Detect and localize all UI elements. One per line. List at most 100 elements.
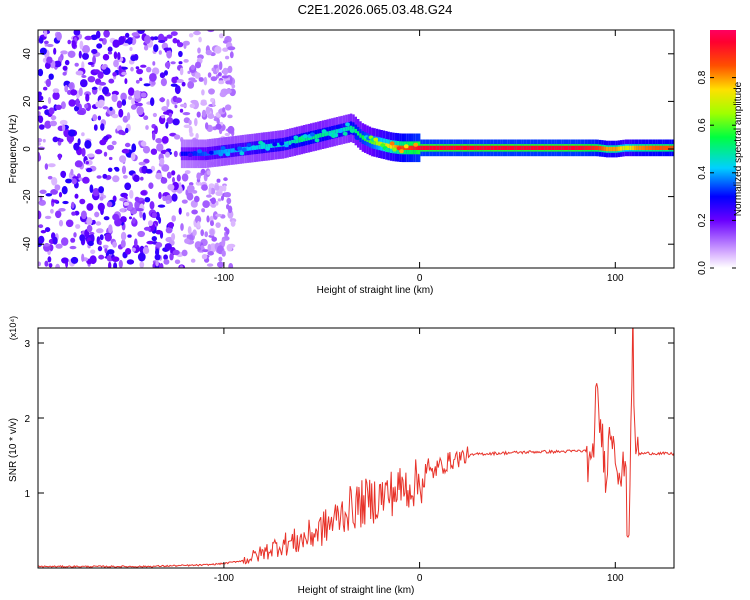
noise-speck	[81, 75, 87, 78]
noise-speck	[38, 261, 42, 267]
noise-speck	[207, 251, 214, 256]
noise-speck	[165, 122, 169, 129]
ridge-blob	[389, 141, 395, 146]
noise-speck	[201, 208, 206, 213]
noise-speck	[53, 60, 62, 68]
ridge-core	[347, 126, 350, 131]
ridge-core	[333, 129, 336, 134]
ridge-core	[183, 151, 186, 156]
ridge-blob	[403, 144, 409, 149]
noise-speck	[64, 84, 69, 93]
noise-speck	[58, 191, 63, 198]
ridge-core	[561, 145, 564, 150]
noise-speck	[207, 113, 215, 119]
noise-speck	[176, 174, 181, 182]
noise-speck	[102, 244, 109, 249]
ridge-core	[411, 145, 414, 150]
ridge-core	[596, 145, 599, 151]
ridge-core	[488, 145, 491, 150]
noise-speck	[133, 174, 140, 182]
noise-speck	[106, 175, 112, 180]
noise-speck	[178, 50, 183, 58]
noise-speck	[51, 199, 59, 203]
noise-speck	[80, 79, 88, 88]
noise-speck	[201, 184, 208, 191]
noise-speck	[93, 124, 98, 131]
noise-speck	[47, 97, 52, 104]
ridge-blob	[279, 141, 285, 146]
noise-speck	[67, 39, 71, 45]
ridge-core	[641, 145, 644, 150]
noise-speck	[125, 248, 132, 255]
ridge-blob	[208, 150, 214, 155]
noise-speck	[121, 99, 127, 106]
spectrogram-y-tick-label: -40	[22, 237, 33, 252]
noise-speck	[74, 105, 79, 112]
noise-speck	[89, 255, 97, 265]
noise-speck	[227, 65, 233, 74]
noise-speck	[55, 210, 62, 219]
noise-speck	[195, 181, 202, 186]
noise-speck	[130, 66, 134, 72]
noise-speck	[67, 50, 76, 58]
noise-speck	[108, 78, 115, 84]
ridge-core	[526, 145, 529, 150]
noise-speck	[58, 219, 64, 227]
noise-speck	[214, 184, 220, 191]
noise-speck	[112, 175, 120, 183]
ridge-core	[481, 145, 484, 150]
noise-speck	[144, 35, 151, 44]
ridge-blob	[204, 156, 210, 160]
ridge-blob	[241, 147, 247, 152]
noise-speck	[194, 72, 201, 79]
noise-speck	[49, 120, 58, 127]
noise-speck	[97, 246, 103, 252]
noise-speck	[149, 73, 157, 82]
noise-speck	[38, 106, 43, 110]
noise-speck	[128, 87, 135, 96]
ridge-core	[533, 145, 536, 150]
noise-speck	[78, 50, 82, 59]
noise-speck	[173, 134, 181, 140]
noise-speck	[40, 230, 47, 234]
ridge-core	[392, 144, 395, 149]
noise-speck	[153, 36, 159, 41]
spectrogram-panel: -100 0 100 -40 -20 0 20 40 Height of straight l…	[8, 29, 675, 296]
noise-speck	[46, 56, 53, 64]
noise-speck	[80, 210, 87, 220]
ridge-core	[335, 129, 339, 134]
ridge-core	[378, 141, 381, 146]
noise-speck	[155, 138, 163, 144]
ridge-core	[263, 144, 266, 149]
noise-speck	[95, 30, 101, 39]
spectrogram-y-tick-label: 40	[22, 48, 33, 60]
ridge-core	[291, 140, 294, 145]
ridge-core	[643, 145, 646, 150]
noise-speck	[155, 229, 162, 235]
noise-speck	[158, 50, 162, 55]
noise-speck	[53, 47, 57, 55]
noise-speck	[210, 203, 217, 208]
noise-speck	[207, 244, 212, 252]
ridge-core	[258, 145, 261, 150]
ridge-core	[441, 145, 444, 150]
noise-speck	[102, 106, 109, 110]
noise-speck	[131, 97, 135, 106]
noise-speck	[38, 111, 41, 116]
ridge-core	[232, 148, 235, 153]
noise-speck	[89, 184, 94, 193]
noise-speck	[130, 55, 137, 62]
ridge-blob	[284, 143, 289, 148]
noise-speck	[127, 37, 133, 42]
ridge-core	[180, 151, 184, 156]
noise-speck	[107, 167, 113, 172]
noise-speck	[155, 259, 159, 267]
noise-speck	[165, 227, 173, 234]
noise-speck	[112, 39, 120, 48]
snr-x-tick-label: -100	[214, 573, 234, 584]
ridge-core	[361, 135, 365, 140]
noise-speck	[159, 157, 165, 166]
noise-speck	[38, 115, 44, 124]
noise-speck	[222, 185, 227, 192]
ridge-core	[554, 145, 557, 150]
